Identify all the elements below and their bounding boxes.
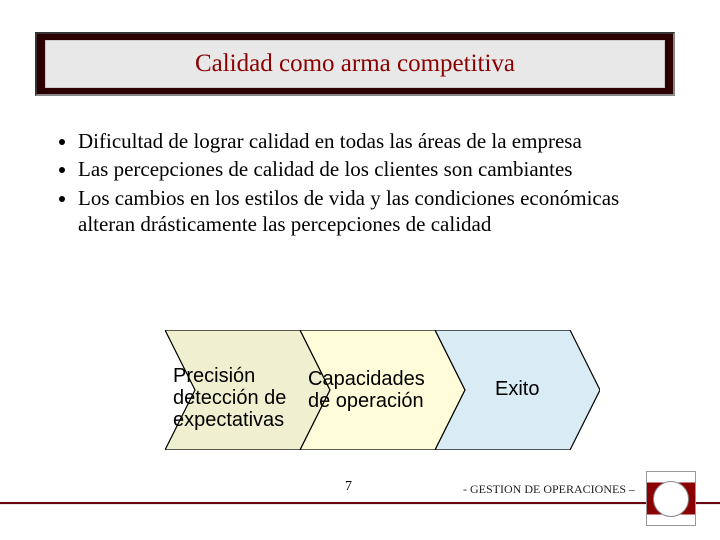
footer-text: - GESTION DE OPERACIONES – xyxy=(463,482,635,497)
chevron-step-3: Exito xyxy=(435,330,600,450)
footer-rule xyxy=(0,502,720,504)
university-logo xyxy=(646,471,696,526)
bullet-item: Dificultad de lograr calidad en todas la… xyxy=(78,128,660,154)
chevron-shape-3 xyxy=(435,330,600,450)
logo-seal-icon xyxy=(653,481,689,517)
title-bar-inner: Calidad como arma competitiva xyxy=(45,40,665,88)
slide-title: Calidad como arma competitiva xyxy=(195,50,515,78)
page-number: 7 xyxy=(345,479,352,495)
bullet-list: Dificultad de lograr calidad en todas la… xyxy=(60,128,660,239)
bullet-item: Los cambios en los estilos de vida y las… xyxy=(78,185,660,238)
title-bar: Calidad como arma competitiva xyxy=(35,32,675,96)
chevron-process-diagram: Precisión detección de expectativas Capa… xyxy=(165,330,585,450)
bullet-item: Las percepciones de calidad de los clien… xyxy=(78,156,660,182)
